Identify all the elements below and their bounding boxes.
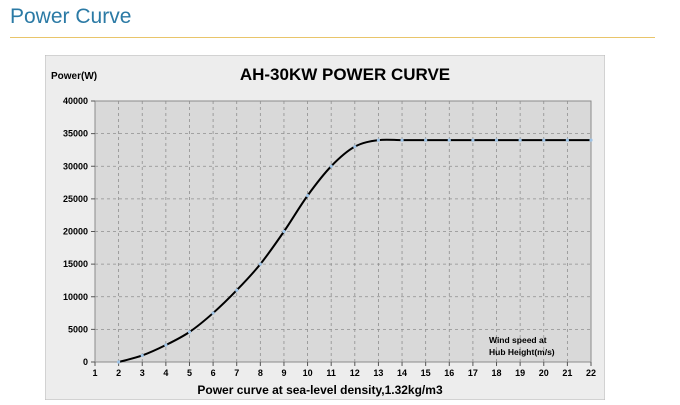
data-point-5 [187, 330, 192, 334]
data-point-12 [353, 145, 357, 149]
power-curve-chart: 1 2 3 4 5 6 7 8 9 10 11 12 13 14 15 16 17 18 19 20 21 2205000… [45, 55, 605, 400]
data-point-15 [424, 138, 428, 142]
x-tick-label-11: 11 [326, 368, 336, 378]
x-tick-label-2: 2 [116, 368, 121, 378]
y-tick-label-0: 0 [83, 357, 88, 367]
grid-lines [95, 101, 591, 362]
data-point-3 [140, 353, 144, 358]
data-point-4 [164, 343, 168, 347]
x-tick-label-15: 15 [421, 368, 431, 378]
y-tick-label-35000: 35000 [63, 129, 88, 139]
x-tick-label-14: 14 [397, 368, 407, 378]
x-tick-label-3: 3 [140, 368, 145, 378]
title-divider [10, 37, 655, 38]
data-point-13 [376, 138, 381, 142]
data-point-18 [494, 138, 499, 142]
y-tick-label-15000: 15000 [63, 259, 88, 269]
chart-title: AH-30KW POWER CURVE [240, 65, 450, 84]
data-point-17 [471, 138, 475, 142]
annotation-line-1: Wind speed at [489, 335, 547, 345]
x-tick-label-17: 17 [468, 368, 478, 378]
data-point-2 [117, 360, 121, 364]
data-point-21 [565, 138, 569, 142]
x-tick-label-12: 12 [350, 368, 360, 378]
data-point-7 [235, 288, 239, 292]
series-power [117, 138, 593, 364]
data-point-16 [447, 138, 451, 142]
data-point-22 [589, 138, 593, 142]
x-tick-label-19: 19 [515, 368, 525, 378]
x-tick-label-22: 22 [586, 368, 596, 378]
data-point-9 [282, 229, 286, 234]
data-point-6 [211, 311, 215, 315]
x-tick-label-21: 21 [562, 368, 572, 378]
data-point-11 [329, 164, 333, 168]
data-point-10 [305, 194, 310, 198]
x-tick-label-7: 7 [234, 368, 239, 378]
x-tick-label-10: 10 [303, 368, 313, 378]
page-title: Power Curve [10, 5, 132, 28]
x-tick-label-5: 5 [187, 368, 192, 378]
x-tick-label-4: 4 [163, 368, 168, 378]
y-tick-label-20000: 20000 [63, 227, 88, 237]
y-tick-label-30000: 30000 [63, 161, 88, 171]
x-tick-label-18: 18 [492, 368, 502, 378]
annotation-line-2: Hub Height(m/s) [489, 347, 555, 357]
data-point-14 [400, 138, 404, 142]
y-tick-label-10000: 10000 [63, 292, 88, 302]
y-tick-label-25000: 25000 [63, 194, 88, 204]
x-tick-label-1: 1 [92, 368, 97, 378]
x-tick-label-9: 9 [281, 368, 286, 378]
y-axis-label: Power(W) [51, 71, 97, 82]
axes: 1 2 3 4 5 6 7 8 9 10 11 12 13 14 15 16 17 18 19 20 21 2205000… [63, 96, 596, 378]
data-point-20 [542, 138, 546, 142]
x-axis-label: Power curve at sea-level density,1.32kg/… [197, 383, 443, 397]
x-tick-label-16: 16 [444, 368, 454, 378]
x-tick-label-8: 8 [258, 368, 263, 378]
x-tick-label-6: 6 [211, 368, 216, 378]
y-tick-label-5000: 5000 [68, 324, 88, 334]
y-tick-label-40000: 40000 [63, 96, 88, 106]
x-tick-label-20: 20 [539, 368, 549, 378]
data-point-8 [258, 262, 262, 266]
x-tick-label-13: 13 [373, 368, 383, 378]
data-point-19 [518, 138, 522, 142]
